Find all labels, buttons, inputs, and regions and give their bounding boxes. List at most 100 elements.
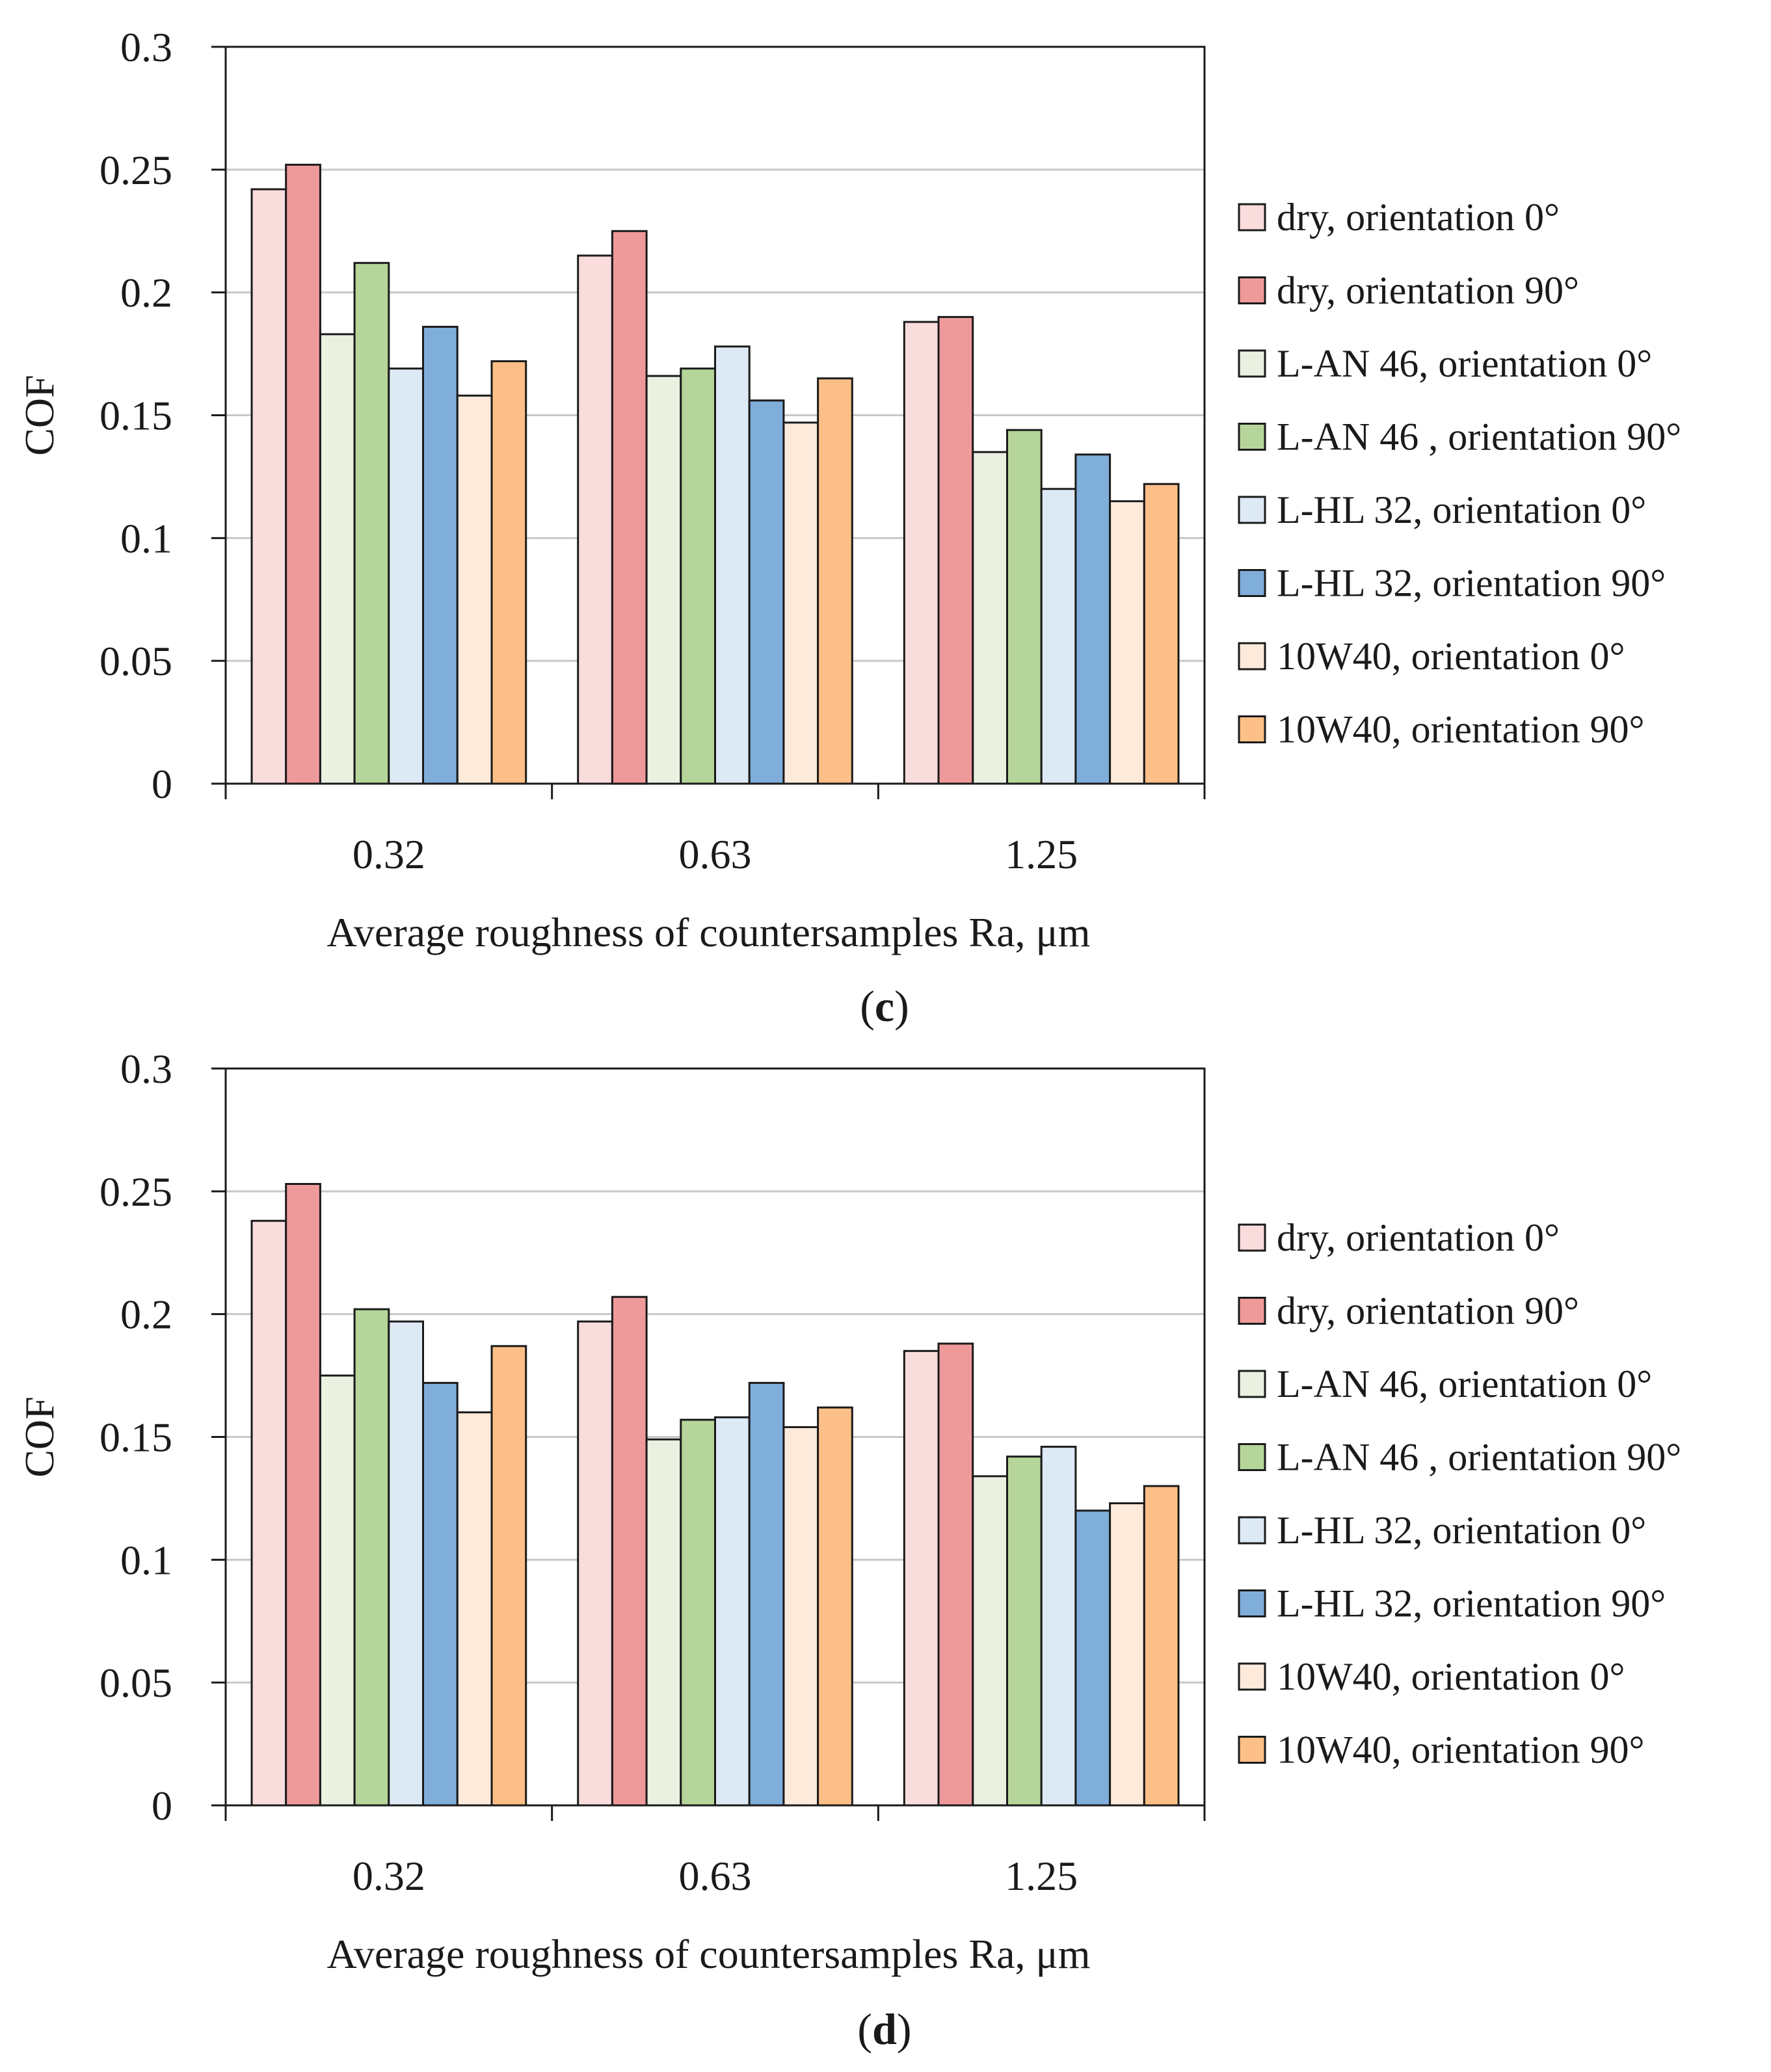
bar — [422, 326, 459, 785]
legend-label: L-HL 32, orientation 90° — [1277, 562, 1666, 605]
bar — [645, 1438, 682, 1807]
legend-label: 10W40, orientation 0° — [1277, 1655, 1625, 1698]
panel-caption: (d) — [857, 2004, 911, 2054]
x-axis-title: Average roughness of countersamples Ra, … — [326, 909, 1090, 955]
legend-item: dry, orientation 0° — [1238, 196, 1560, 239]
legend-swatch — [1238, 1443, 1266, 1471]
bar — [611, 230, 648, 785]
bar — [1074, 1509, 1112, 1807]
legend-label: dry, orientation 0° — [1277, 1216, 1560, 1259]
bar — [285, 163, 321, 785]
legend-swatch — [1238, 715, 1266, 743]
bar — [577, 1320, 613, 1807]
legend-swatch — [1238, 1297, 1266, 1325]
legend-item: dry, orientation 90° — [1238, 1290, 1579, 1333]
legend-item: 10W40, orientation 0° — [1238, 635, 1625, 678]
bar — [353, 1308, 390, 1807]
legend-label: L-AN 46, orientation 0° — [1277, 1362, 1652, 1405]
bar — [456, 394, 493, 785]
y-tick-label: 0.3 — [120, 24, 172, 70]
legend: dry, orientation 0° dry, orientation 90° L… — [1238, 1216, 1681, 1772]
legend-label: 10W40, orientation 90° — [1277, 1729, 1645, 1772]
bar — [1006, 1455, 1043, 1807]
bar — [1074, 453, 1112, 785]
bar — [1040, 488, 1077, 785]
y-tick-label: 0.2 — [120, 270, 172, 316]
panel-caption: (c) — [860, 981, 909, 1031]
legend-item: L-AN 46 , orientation 90° — [1238, 416, 1681, 458]
y-tick-label: 0.25 — [100, 1169, 172, 1215]
legend-label: L-AN 46 , orientation 90° — [1277, 416, 1681, 458]
legend-label: dry, orientation 0° — [1277, 196, 1560, 239]
x-tick-label: 0.63 — [679, 1853, 752, 1899]
chart-panel-c: 0 0.05 0.1 0.15 0.2 0.25 0.3 0.32 0.63 1.25 Averag… — [16, 24, 1681, 1031]
x-axis-title: Average roughness of countersamples Ra, … — [326, 1931, 1090, 1977]
bar — [1109, 500, 1145, 785]
bar — [577, 254, 613, 785]
legend-label: L-HL 32, orientation 90° — [1277, 1582, 1666, 1625]
legend-label: dry, orientation 90° — [1277, 269, 1579, 312]
bar — [903, 1349, 940, 1807]
legend-item: L-AN 46, orientation 0° — [1238, 342, 1652, 385]
bar — [748, 399, 785, 785]
legend-item: L-AN 46 , orientation 90° — [1238, 1436, 1681, 1479]
legend-swatch — [1238, 1662, 1266, 1691]
x-tick-label: 1.25 — [1005, 831, 1078, 877]
bar — [611, 1295, 648, 1807]
legend-label: L-AN 46, orientation 0° — [1277, 342, 1652, 385]
bar — [1040, 1446, 1077, 1807]
bar — [285, 1183, 321, 1807]
legend-item: dry, orientation 90° — [1238, 269, 1579, 312]
bar — [817, 1406, 853, 1807]
x-tick-label: 0.32 — [353, 831, 425, 877]
y-tick-label: 0 — [152, 761, 172, 807]
bar — [680, 367, 717, 785]
bar — [937, 315, 974, 785]
bar — [1143, 1485, 1180, 1807]
y-tick-label: 0.3 — [120, 1046, 172, 1092]
legend: dry, orientation 0° dry, orientation 90° L… — [1238, 196, 1681, 751]
y-axis-title: COF — [16, 1396, 62, 1478]
legend-swatch — [1238, 1223, 1266, 1252]
legend-swatch — [1238, 1736, 1266, 1764]
bar — [422, 1381, 459, 1807]
y-tick-label: 0.25 — [100, 147, 172, 193]
bar — [388, 1320, 424, 1807]
bar — [782, 1426, 819, 1807]
y-tick-label: 0.15 — [100, 393, 172, 439]
y-tick-label: 0.1 — [120, 515, 172, 561]
chart-panel-d: 0 0.05 0.1 0.15 0.2 0.25 0.3 0.32 0.63 1.25 Averag… — [16, 1046, 1681, 2054]
bar — [972, 451, 1009, 785]
legend-item: L-HL 32, orientation 90° — [1238, 562, 1666, 605]
x-tick-label: 1.25 — [1005, 1853, 1078, 1899]
legend-swatch — [1238, 642, 1266, 671]
bar — [456, 1411, 493, 1807]
bar — [250, 1219, 287, 1807]
y-tick-label: 0.2 — [120, 1292, 172, 1338]
bar — [903, 321, 940, 785]
legend-item: L-HL 32, orientation 0° — [1238, 488, 1646, 531]
bar — [490, 1345, 527, 1807]
legend-item: L-HL 32, orientation 90° — [1238, 1582, 1666, 1625]
legend-label: L-HL 32, orientation 0° — [1277, 1509, 1646, 1552]
legend-swatch — [1238, 1370, 1266, 1398]
legend-swatch — [1238, 423, 1266, 451]
y-tick-label: 0.05 — [100, 1660, 172, 1706]
legend-label: dry, orientation 90° — [1277, 1290, 1579, 1333]
legend-item: L-AN 46, orientation 0° — [1238, 1362, 1652, 1405]
legend-label: 10W40, orientation 90° — [1277, 708, 1645, 751]
legend-swatch — [1238, 1589, 1266, 1617]
bar — [714, 1416, 751, 1807]
legend-item: dry, orientation 0° — [1238, 1216, 1560, 1259]
legend-item: L-HL 32, orientation 0° — [1238, 1509, 1646, 1552]
legend-swatch — [1238, 349, 1266, 378]
bar — [1006, 429, 1043, 785]
bar — [319, 1374, 356, 1807]
legend-label: L-HL 32, orientation 0° — [1277, 488, 1646, 531]
bar — [972, 1475, 1009, 1807]
panel-letter: d — [872, 2004, 897, 2054]
bar — [937, 1342, 974, 1807]
y-axis-title: COF — [16, 375, 62, 456]
x-tick-label: 0.63 — [679, 831, 752, 877]
